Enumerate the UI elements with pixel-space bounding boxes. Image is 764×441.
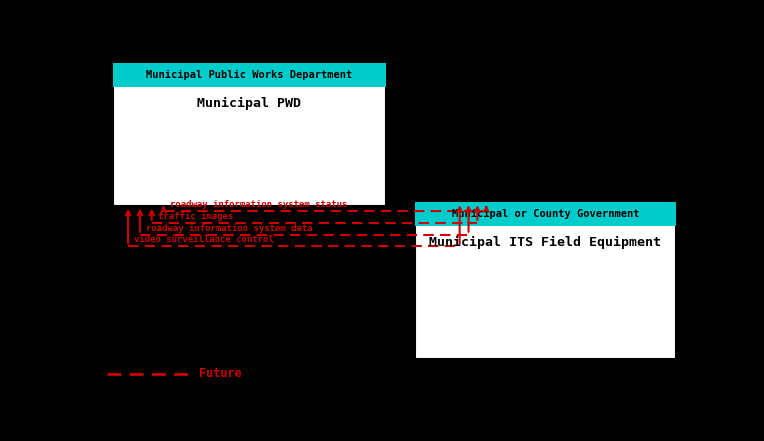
Text: Future: Future <box>199 367 242 380</box>
Text: Municipal ITS Field Equipment: Municipal ITS Field Equipment <box>429 236 662 249</box>
Text: roadway information system data: roadway information system data <box>146 224 312 232</box>
Text: roadway information system status: roadway information system status <box>170 200 347 209</box>
Text: traffic images: traffic images <box>157 212 233 220</box>
Text: Municipal PWD: Municipal PWD <box>197 97 302 110</box>
Bar <box>113 63 386 206</box>
Bar <box>113 63 386 87</box>
Bar <box>416 202 676 226</box>
Bar <box>416 202 676 359</box>
Text: video surveillance control: video surveillance control <box>134 235 274 244</box>
Text: Municipal or County Government: Municipal or County Government <box>452 209 639 219</box>
Text: Municipal Public Works Department: Municipal Public Works Department <box>147 70 352 80</box>
